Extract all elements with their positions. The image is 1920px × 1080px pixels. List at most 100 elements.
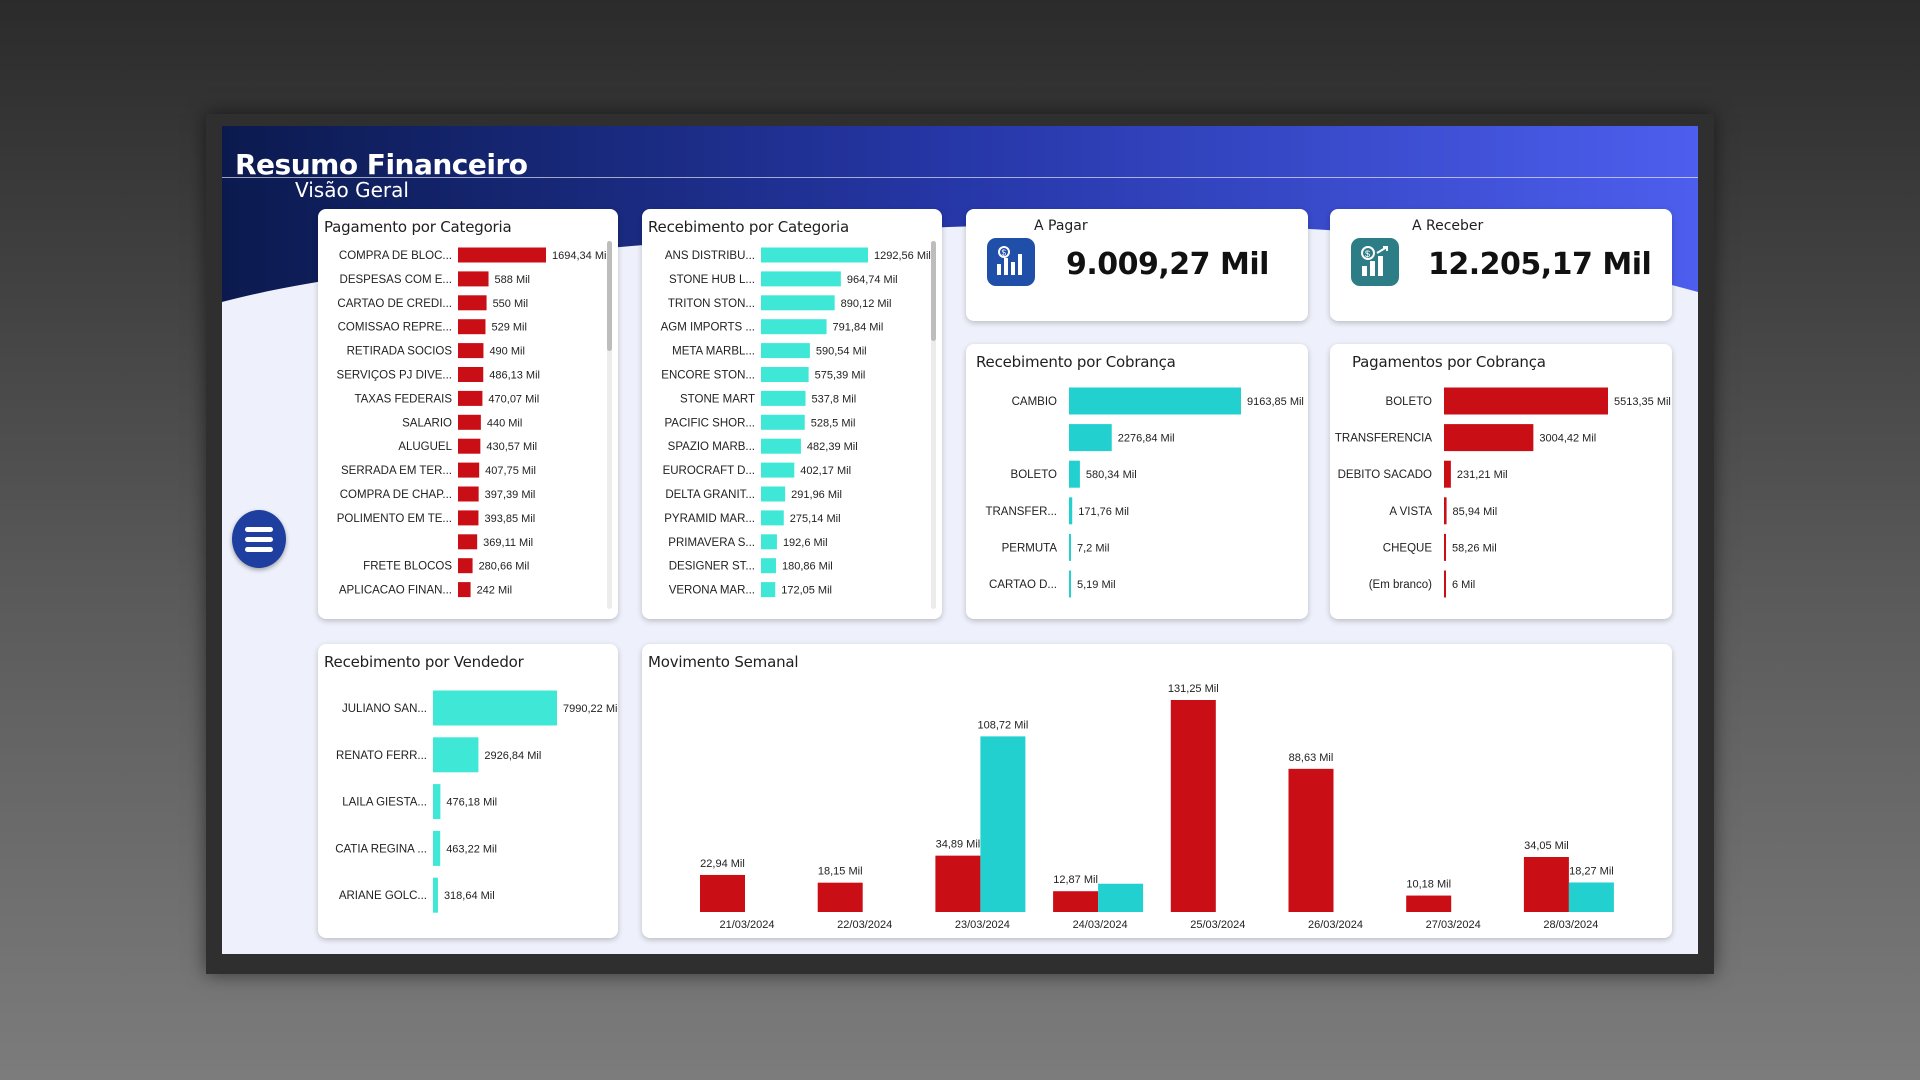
bar: [761, 534, 777, 550]
bar: [458, 271, 489, 287]
category-label: PACIFIC SHOR...: [664, 417, 755, 429]
bar: [1568, 882, 1614, 912]
dashboard-screen: Resumo Financeiro Visão Geral Pagamento …: [222, 126, 1698, 954]
data-label: 5513,35 Mil: [1614, 396, 1671, 408]
scroll-thumb[interactable]: [607, 241, 612, 351]
category-label: CATIA REGINA ...: [335, 843, 427, 855]
bar: [761, 486, 786, 502]
kpi-label: A Pagar: [1034, 218, 1088, 234]
data-label: 537,8 Mil: [812, 393, 857, 405]
bar: [1444, 570, 1446, 598]
category-label: AGM IMPORTS ...: [661, 322, 755, 334]
category-label: BOLETO: [1011, 469, 1057, 481]
data-label: 588 Mil: [495, 274, 530, 286]
scrollbar[interactable]: [931, 241, 936, 609]
menu-button[interactable]: [232, 510, 286, 568]
scroll-thumb[interactable]: [931, 241, 936, 341]
svg-text:$: $: [1365, 249, 1370, 259]
data-label: 486,13 Mil: [489, 370, 540, 382]
bar: [1444, 460, 1451, 488]
bar: [1406, 895, 1452, 912]
recebimento-cobranca-chart: CAMBIO 9163,85 Mil 2276,84 Mil BOLETO 580,34…: [985, 387, 1304, 598]
bar: [761, 247, 868, 263]
bar: [458, 558, 473, 574]
data-label: 192,6 Mil: [783, 537, 828, 549]
bar: [1069, 387, 1241, 415]
category-label: STONE HUB L...: [669, 274, 755, 286]
card-pagamento-categoria: Pagamento por Categoria COMPRA DE BLOC..…: [318, 209, 618, 619]
scrollbar[interactable]: [607, 241, 612, 609]
data-label: 590,54 Mil: [816, 346, 867, 358]
data-label: 88,63 Mil: [1289, 752, 1334, 764]
bar: [761, 343, 810, 359]
data-label: 528,5 Mil: [811, 417, 856, 429]
data-label: 430,57 Mil: [486, 441, 537, 453]
bar: [1069, 460, 1080, 488]
bar: [433, 830, 441, 866]
bar: [1069, 533, 1071, 561]
category-label: ANS DISTRIBU...: [665, 250, 755, 262]
category-label: DESIGNER ST...: [669, 561, 755, 573]
category-label: COMISSAO REPRE...: [338, 322, 452, 334]
card-recebimento-cobranca: Recebimento por Cobrança CAMBIO 9163,85 M…: [966, 344, 1308, 619]
data-label: 291,96 Mil: [791, 489, 842, 501]
data-label: 550 Mil: [493, 298, 528, 310]
data-label: 9163,85 Mil: [1247, 396, 1304, 408]
category-label: APLICACAO FINAN...: [339, 585, 452, 597]
card-recebimento-vendedor: Recebimento por Vendedor JULIANO SAN... 7…: [318, 644, 618, 938]
data-label: 12,87 Mil: [1053, 874, 1098, 886]
category-label: PERMUTA: [1002, 542, 1058, 554]
category-label: CHEQUE: [1383, 542, 1433, 554]
bar: [458, 414, 481, 430]
card-title: Recebimento por Vendedor: [324, 653, 524, 671]
x-tick-label: 22/03/2024: [837, 919, 892, 931]
data-label: 369,11 Mil: [483, 537, 533, 549]
card-title: Recebimento por Categoria: [648, 218, 849, 236]
bar: [761, 510, 784, 526]
bar: [458, 510, 479, 526]
data-label: 490 Mil: [489, 346, 524, 358]
data-label: 580,34 Mil: [1086, 469, 1137, 481]
data-label: 275,14 Mil: [790, 513, 841, 525]
category-label: STONE MART: [680, 393, 755, 405]
bar: [1444, 533, 1446, 561]
kpi-card-a-receber: A Receber $ 12.205,17 Mil: [1330, 209, 1672, 321]
bar: [1523, 857, 1569, 912]
header-divider: [222, 177, 1698, 178]
bar: [458, 438, 481, 454]
pagamento-categoria-chart: COMPRA DE BLOC... 1694,34 Mil DESPESAS COM…: [337, 247, 609, 598]
data-label: 482,39 Mil: [807, 441, 858, 453]
category-label: SALARIO: [402, 417, 452, 429]
x-tick-label: 27/03/2024: [1426, 919, 1481, 931]
category-label: TRANSFER...: [985, 506, 1057, 518]
category-label: TAXAS FEDERAIS: [354, 393, 452, 405]
category-label: ENCORE STON...: [661, 370, 755, 382]
category-label: COMPRA DE CHAP...: [340, 489, 452, 501]
data-label: 890,12 Mil: [841, 298, 892, 310]
category-label: RETIRADA SOCIOS: [347, 346, 453, 358]
category-label: PYRAMID MAR...: [664, 513, 755, 525]
data-label: 171,76 Mil: [1078, 506, 1129, 518]
bar: [761, 367, 809, 382]
bar: [761, 462, 795, 478]
category-label: EUROCRAFT D...: [663, 465, 755, 477]
data-label: 393,85 Mil: [484, 513, 535, 525]
category-label: JULIANO SAN...: [342, 703, 427, 715]
data-label: 1694,34 Mil: [552, 250, 609, 262]
recebimento-categoria-chart: ANS DISTRIBU... 1292,56 Mil STONE HUB L...…: [661, 247, 931, 598]
bar: [433, 877, 438, 913]
bar: [700, 874, 745, 912]
category-label: LAILA GIESTA...: [342, 797, 427, 809]
bar: [433, 784, 441, 820]
bar: [761, 414, 805, 430]
category-label: CAMBIO: [1012, 396, 1057, 408]
category-label: SERVIÇOS PJ DIVE...: [337, 370, 452, 382]
bar: [433, 737, 479, 773]
bar: [458, 367, 484, 382]
category-label: A VISTA: [1389, 506, 1432, 518]
money-growth-icon: $: [1351, 238, 1399, 286]
kpi-value: 12.205,17 Mil: [1428, 247, 1652, 282]
bar: [458, 486, 479, 502]
category-label: PRIMAVERA S...: [668, 537, 755, 549]
data-label: 3004,42 Mil: [1539, 433, 1596, 445]
